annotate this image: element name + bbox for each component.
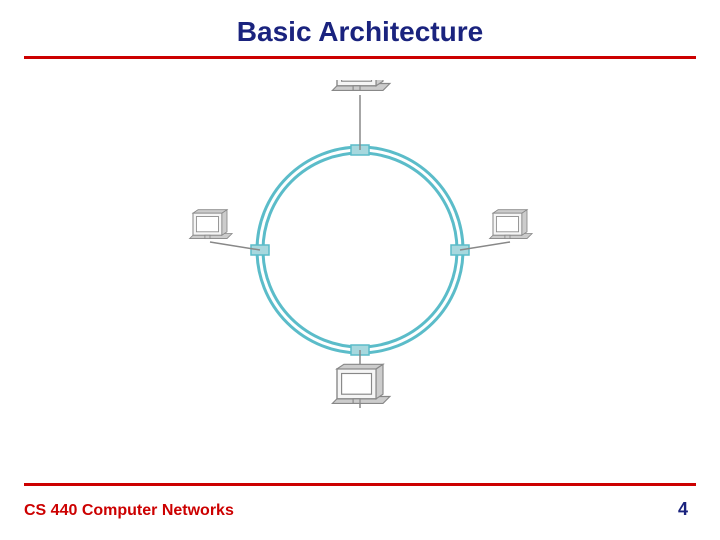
ring-topology-diagram [150,80,570,420]
top-rule [24,56,696,59]
page-title: Basic Architecture [0,16,720,48]
computer-icon [190,210,233,239]
bottom-rule [24,483,696,486]
footer-page-number: 4 [678,499,688,520]
computer-icon [332,80,390,90]
footer-course: CS 440 Computer Networks [24,502,234,520]
computer-icon [490,210,532,239]
computer-icon [332,364,390,403]
